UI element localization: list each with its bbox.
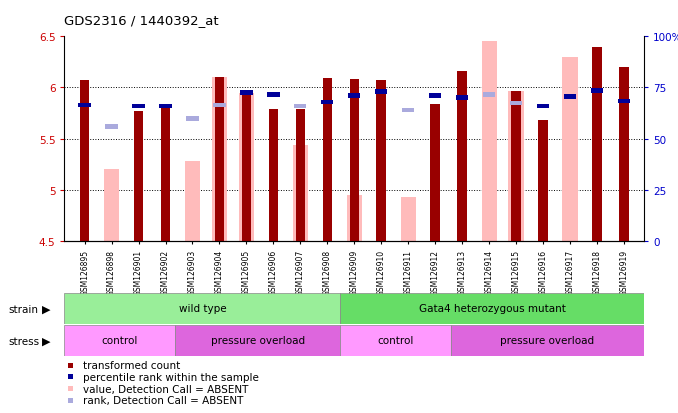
Text: Gata4 heterozygous mutant: Gata4 heterozygous mutant bbox=[419, 304, 565, 314]
Bar bbox=[321, 100, 334, 105]
Bar bbox=[346, 196, 362, 242]
Bar bbox=[429, 94, 441, 99]
Text: ▶: ▶ bbox=[42, 304, 50, 314]
Bar bbox=[239, 93, 254, 242]
Bar bbox=[161, 109, 170, 242]
Bar bbox=[431, 104, 440, 242]
Bar bbox=[106, 125, 118, 129]
Bar bbox=[294, 104, 306, 109]
Bar bbox=[591, 89, 603, 94]
Bar bbox=[451, 325, 644, 356]
Bar bbox=[481, 42, 496, 242]
Bar bbox=[79, 103, 91, 108]
Bar bbox=[241, 91, 251, 242]
Bar bbox=[64, 325, 175, 356]
Text: rank, Detection Call = ABSENT: rank, Detection Call = ABSENT bbox=[83, 395, 243, 405]
Bar bbox=[375, 90, 387, 95]
Text: pressure overload: pressure overload bbox=[211, 335, 304, 346]
Bar bbox=[508, 91, 523, 242]
Text: ▶: ▶ bbox=[42, 336, 50, 346]
Bar bbox=[240, 91, 252, 96]
Bar bbox=[212, 78, 227, 242]
Bar bbox=[401, 198, 416, 242]
Text: percentile rank within the sample: percentile rank within the sample bbox=[83, 372, 258, 382]
Bar bbox=[564, 95, 576, 100]
Bar bbox=[538, 121, 548, 242]
Bar bbox=[159, 104, 172, 109]
Bar bbox=[175, 325, 340, 356]
Bar bbox=[132, 104, 144, 109]
Bar bbox=[483, 93, 495, 98]
Bar bbox=[592, 47, 601, 242]
Text: transformed count: transformed count bbox=[83, 361, 180, 370]
Bar bbox=[268, 110, 278, 242]
Bar bbox=[134, 112, 143, 242]
Bar bbox=[402, 109, 414, 113]
Text: control: control bbox=[102, 335, 138, 346]
Bar bbox=[215, 78, 224, 242]
Text: stress: stress bbox=[9, 336, 40, 346]
Text: wild type: wild type bbox=[178, 304, 226, 314]
Text: GDS2316 / 1440392_at: GDS2316 / 1440392_at bbox=[64, 14, 219, 27]
Bar bbox=[104, 170, 119, 242]
Bar bbox=[510, 101, 522, 106]
Bar bbox=[340, 325, 451, 356]
Bar bbox=[619, 68, 629, 242]
Bar bbox=[563, 58, 578, 242]
Bar bbox=[456, 96, 468, 101]
Bar bbox=[323, 79, 332, 242]
Bar bbox=[348, 94, 361, 99]
Bar bbox=[296, 110, 305, 242]
Bar bbox=[618, 99, 630, 104]
Bar bbox=[340, 293, 644, 324]
Bar bbox=[458, 72, 467, 242]
Text: pressure overload: pressure overload bbox=[500, 335, 595, 346]
Bar bbox=[511, 91, 521, 242]
Bar bbox=[537, 104, 549, 109]
Bar bbox=[293, 145, 308, 242]
Bar bbox=[80, 81, 89, 242]
Bar bbox=[185, 162, 200, 242]
Bar bbox=[376, 81, 386, 242]
Text: strain: strain bbox=[9, 304, 39, 314]
Bar bbox=[214, 103, 226, 108]
Text: value, Detection Call = ABSENT: value, Detection Call = ABSENT bbox=[83, 384, 248, 394]
Text: control: control bbox=[378, 335, 414, 346]
Bar bbox=[186, 116, 199, 121]
Bar bbox=[350, 80, 359, 242]
Bar bbox=[267, 93, 279, 98]
Bar bbox=[64, 293, 340, 324]
